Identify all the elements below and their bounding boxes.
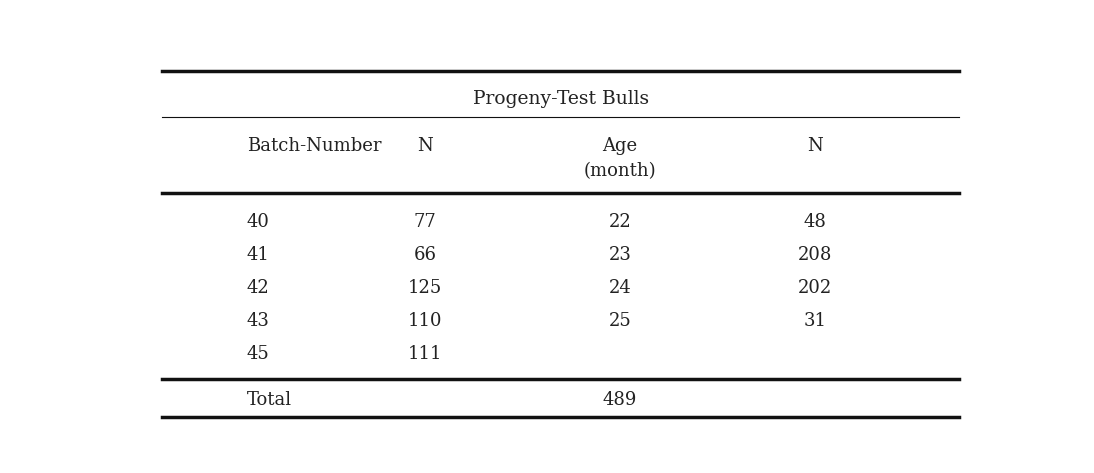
Text: (month): (month) [584, 163, 656, 181]
Text: 110: 110 [408, 312, 442, 330]
Text: 41: 41 [247, 246, 270, 264]
Text: Total: Total [247, 391, 292, 409]
Text: 31: 31 [803, 312, 827, 330]
Text: Batch-Number: Batch-Number [247, 137, 382, 155]
Text: 489: 489 [603, 391, 637, 409]
Text: 48: 48 [804, 213, 826, 231]
Text: 40: 40 [247, 213, 270, 231]
Text: 202: 202 [798, 279, 833, 297]
Text: 43: 43 [247, 312, 270, 330]
Text: 24: 24 [608, 279, 631, 297]
Text: 23: 23 [608, 246, 631, 264]
Text: 42: 42 [247, 279, 270, 297]
Text: 22: 22 [608, 213, 631, 231]
Text: N: N [417, 137, 433, 155]
Text: 111: 111 [408, 345, 442, 363]
Text: 45: 45 [247, 345, 270, 363]
Text: Age: Age [603, 137, 638, 155]
Text: 66: 66 [414, 246, 437, 264]
Text: Progeny-Test Bulls: Progeny-Test Bulls [473, 90, 649, 108]
Text: 77: 77 [414, 213, 437, 231]
Text: 125: 125 [408, 279, 442, 297]
Text: N: N [807, 137, 823, 155]
Text: 25: 25 [608, 312, 631, 330]
Text: 208: 208 [798, 246, 833, 264]
